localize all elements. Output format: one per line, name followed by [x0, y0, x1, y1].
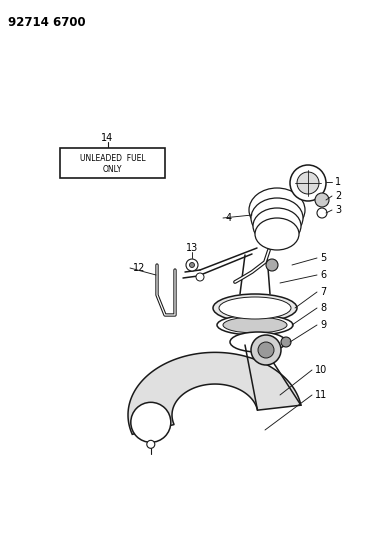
- Text: 4: 4: [226, 213, 232, 223]
- Text: 10: 10: [315, 365, 327, 375]
- Text: 12: 12: [133, 263, 145, 273]
- Circle shape: [290, 165, 326, 201]
- Ellipse shape: [255, 218, 299, 250]
- Text: 11: 11: [315, 390, 327, 400]
- Circle shape: [297, 172, 319, 194]
- Ellipse shape: [217, 315, 293, 335]
- Text: 3: 3: [335, 205, 341, 215]
- Text: 7: 7: [320, 287, 326, 297]
- Text: 92714 6700: 92714 6700: [8, 16, 86, 29]
- Ellipse shape: [219, 297, 291, 319]
- Text: UNLEADED  FUEL: UNLEADED FUEL: [80, 154, 145, 163]
- Circle shape: [266, 259, 278, 271]
- Text: 9: 9: [320, 320, 326, 330]
- Circle shape: [251, 335, 281, 365]
- Text: 14: 14: [102, 133, 113, 143]
- Text: 1: 1: [335, 177, 341, 187]
- Circle shape: [196, 273, 204, 281]
- Text: 2: 2: [335, 191, 341, 201]
- Circle shape: [317, 208, 327, 218]
- Ellipse shape: [249, 188, 305, 232]
- Ellipse shape: [253, 208, 301, 244]
- Bar: [60, 148, 165, 178]
- Ellipse shape: [223, 317, 287, 333]
- Circle shape: [189, 262, 195, 268]
- Ellipse shape: [230, 332, 286, 352]
- Polygon shape: [128, 352, 301, 434]
- Text: ONLY: ONLY: [103, 165, 122, 174]
- Text: 13: 13: [186, 243, 198, 253]
- Circle shape: [281, 337, 291, 347]
- Circle shape: [147, 440, 155, 448]
- Circle shape: [131, 402, 171, 442]
- Text: 5: 5: [320, 253, 326, 263]
- Ellipse shape: [213, 294, 297, 322]
- Circle shape: [315, 193, 329, 207]
- Text: 6: 6: [320, 270, 326, 280]
- Text: 8: 8: [320, 303, 326, 313]
- Ellipse shape: [251, 198, 303, 238]
- Circle shape: [186, 259, 198, 271]
- Circle shape: [258, 342, 274, 358]
